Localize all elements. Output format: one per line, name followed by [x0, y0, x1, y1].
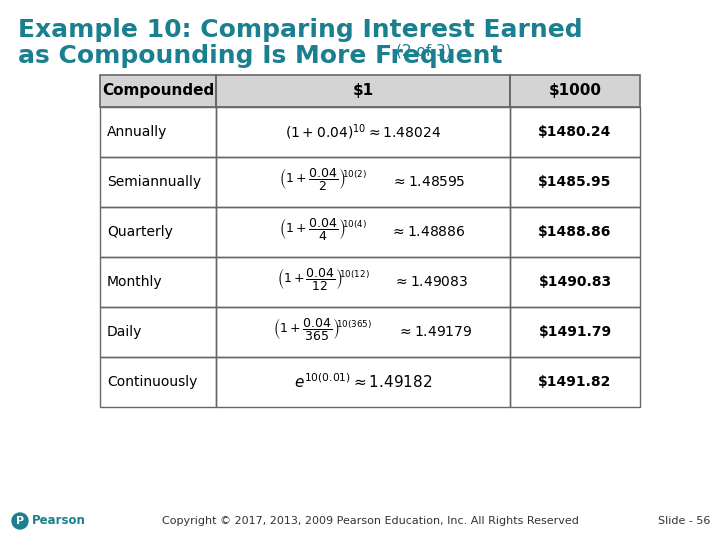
Text: $1491.79: $1491.79 [539, 325, 611, 339]
Bar [100, 307, 216, 357]
Text: $\approx 1.49083$: $\approx 1.49083$ [393, 275, 469, 289]
Text: $\left(1\,{+}\,\dfrac{0.04}{12}\right)^{\!\!10(12)}$: $\left(1\,{+}\,\dfrac{0.04}{12}\right)^{… [276, 266, 369, 292]
Bar [216, 75, 510, 107]
Bar [100, 357, 216, 407]
Text: $1488.86: $1488.86 [539, 225, 612, 239]
Text: $\left(1+\dfrac{0.04}{365}\right)^{\!\!10(365)}$: $\left(1+\dfrac{0.04}{365}\right)^{\!\!1… [274, 316, 372, 342]
Text: $1: $1 [352, 84, 374, 98]
Text: Compounded: Compounded [102, 84, 214, 98]
Bar [100, 75, 216, 107]
Text: $\approx 1.49179$: $\approx 1.49179$ [397, 325, 473, 339]
Bar [100, 257, 216, 307]
Bar [100, 207, 216, 257]
Text: as Compounding Is More Frequent: as Compounding Is More Frequent [18, 44, 503, 68]
Bar [510, 107, 640, 157]
Bar [510, 307, 640, 357]
Bar [510, 207, 640, 257]
Text: $1480.24: $1480.24 [539, 125, 612, 139]
Bar [510, 357, 640, 407]
Text: Slide - 56: Slide - 56 [657, 516, 710, 526]
Text: Quarterly: Quarterly [107, 225, 173, 239]
Bar [216, 357, 510, 407]
Text: Daily: Daily [107, 325, 143, 339]
Bar [100, 357, 216, 407]
Text: (2 of 3): (2 of 3) [396, 44, 451, 59]
Bar [216, 107, 510, 157]
Text: $1490.83: $1490.83 [539, 275, 611, 289]
Bar [100, 257, 216, 307]
Text: Pearson: Pearson [32, 515, 86, 528]
Bar [216, 107, 510, 157]
Bar [216, 207, 510, 257]
Bar [100, 157, 216, 207]
Bar [510, 207, 640, 257]
Bar [100, 157, 216, 207]
Text: Continuously: Continuously [107, 375, 197, 389]
Bar [216, 207, 510, 257]
Bar [100, 107, 216, 157]
Bar [216, 157, 510, 207]
Text: $1000: $1000 [549, 84, 601, 98]
Bar [510, 257, 640, 307]
Bar [216, 75, 510, 107]
Bar [216, 357, 510, 407]
Bar [100, 107, 216, 157]
Text: Copyright © 2017, 2013, 2009 Pearson Education, Inc. All Rights Reserved: Copyright © 2017, 2013, 2009 Pearson Edu… [161, 516, 578, 526]
Bar [510, 307, 640, 357]
Bar [510, 157, 640, 207]
Text: $\left(1+\dfrac{0.04}{2}\right)^{\!\!10(2)}$: $\left(1+\dfrac{0.04}{2}\right)^{\!\!10(… [279, 166, 367, 192]
Bar [216, 307, 510, 357]
Bar [100, 75, 216, 107]
Text: $e^{10(0.01)} \approx 1.49182$: $e^{10(0.01)} \approx 1.49182$ [294, 373, 432, 392]
Text: Example 10: Comparing Interest Earned: Example 10: Comparing Interest Earned [18, 18, 582, 42]
Text: $1491.82: $1491.82 [539, 375, 612, 389]
Circle shape [12, 513, 28, 529]
Text: $\left(1+\dfrac{0.04}{4}\right)^{\!\!10(4)}$: $\left(1+\dfrac{0.04}{4}\right)^{\!\!10(… [279, 216, 367, 242]
Bar [216, 257, 510, 307]
Bar [510, 75, 640, 107]
Bar [510, 257, 640, 307]
Text: Semiannually: Semiannually [107, 175, 201, 189]
Bar [510, 107, 640, 157]
Bar [216, 157, 510, 207]
Text: Annually: Annually [107, 125, 167, 139]
Text: Monthly: Monthly [107, 275, 163, 289]
Text: $\approx 1.48595$: $\approx 1.48595$ [391, 175, 465, 189]
Bar [216, 257, 510, 307]
Bar [510, 357, 640, 407]
Text: $1485.95: $1485.95 [539, 175, 612, 189]
Bar [510, 75, 640, 107]
Bar [510, 157, 640, 207]
Text: P: P [16, 516, 24, 526]
Bar [100, 307, 216, 357]
Text: $(1+0.04)^{10} \approx 1.48024$: $(1+0.04)^{10} \approx 1.48024$ [285, 122, 441, 142]
Text: $\approx 1.48886$: $\approx 1.48886$ [390, 225, 466, 239]
Bar [216, 307, 510, 357]
Bar [100, 207, 216, 257]
